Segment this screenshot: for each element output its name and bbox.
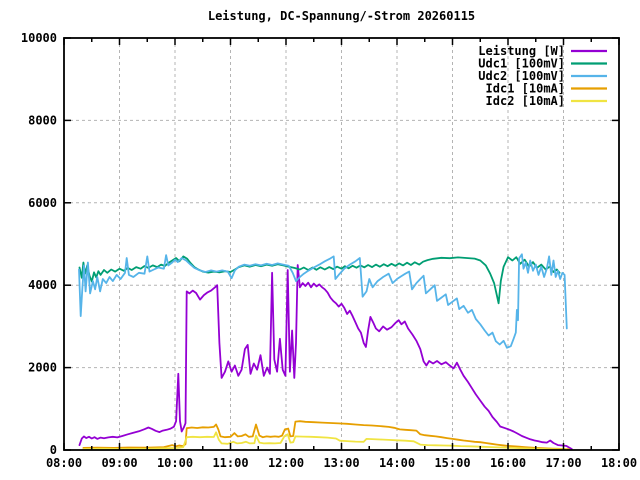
series-idc1 <box>82 420 570 451</box>
x-tick-label: 17:00 <box>545 456 581 470</box>
legend-label-leistung: Leistung [W] <box>478 44 565 58</box>
y-tick-label: 6000 <box>28 196 57 210</box>
legend-label-idc1: Idc1 [10mA] <box>486 82 565 96</box>
ticks <box>63 37 620 451</box>
y-tick-label: 4000 <box>28 278 57 292</box>
series-udc2 <box>78 253 568 349</box>
chart-title: Leistung, DC-Spannung/-Strom 20260115 <box>207 9 476 23</box>
legend-label-idc2: Idc2 [10mA] <box>486 94 565 108</box>
series-leistung <box>78 264 573 450</box>
legend-label-udc1: Udc1 [100mV] <box>478 57 565 71</box>
grid <box>64 38 619 450</box>
x-tick-label: 13:00 <box>323 456 359 470</box>
x-tick-label: 18:00 <box>601 456 637 470</box>
x-tick-label: 15:00 <box>434 456 470 470</box>
y-tick-label: 10000 <box>21 31 57 45</box>
x-tick-label: 09:00 <box>101 456 137 470</box>
series-idc2 <box>82 431 568 451</box>
legend-label-udc2: Udc2 [100mV] <box>478 69 565 83</box>
y-tick-label: 8000 <box>28 113 57 127</box>
tick-labels: 08:00 09:00 10:00 11:00 12:00 13:00 14:00 15:00… <box>21 31 637 470</box>
y-tick-label: 2000 <box>28 361 57 375</box>
x-tick-label: 12:00 <box>268 456 304 470</box>
y-tick-label: 0 <box>50 443 57 457</box>
x-tick-label: 10:00 <box>157 456 193 470</box>
x-tick-label: 16:00 <box>490 456 526 470</box>
x-tick-label: 08:00 <box>46 456 82 470</box>
x-tick-label: 11:00 <box>212 456 248 470</box>
series <box>78 253 573 451</box>
legend: Leistung [W]Udc1 [100mV]Udc2 [100mV]Idc1… <box>478 44 607 108</box>
x-tick-label: 14:00 <box>379 456 415 470</box>
